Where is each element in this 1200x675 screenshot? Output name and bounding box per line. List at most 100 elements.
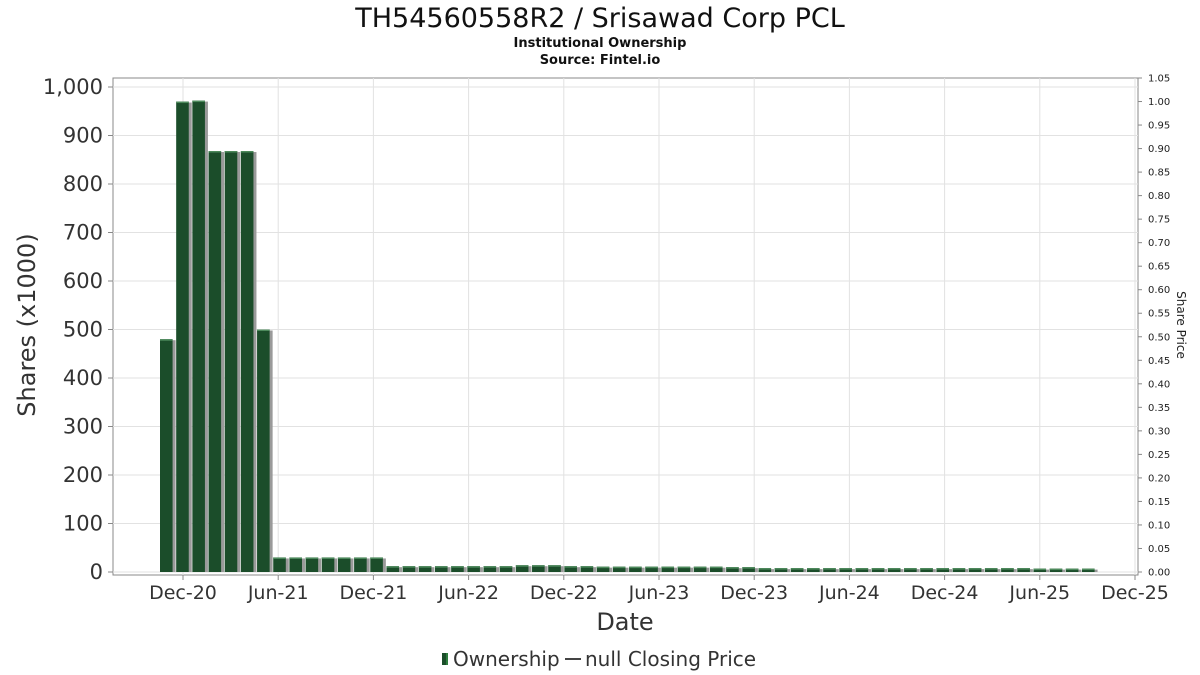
y2-tick-label: 0.05 <box>1148 544 1170 555</box>
bar <box>321 557 335 572</box>
bar-highlight <box>742 567 755 569</box>
bar <box>402 566 416 572</box>
bar <box>337 557 351 572</box>
y2-tick-label: 0.00 <box>1148 568 1170 579</box>
bar <box>984 568 998 572</box>
bar-highlight <box>402 566 416 568</box>
bar <box>483 566 497 572</box>
bar-highlight <box>936 568 949 570</box>
bar-highlight <box>661 566 675 569</box>
bar-highlight <box>354 557 367 559</box>
bar <box>726 567 739 572</box>
x-axis-label: Date <box>596 608 653 636</box>
bar-highlight <box>1001 568 1014 570</box>
chart-title: TH54560558R2 / Srisawad Corp PCL <box>354 3 845 34</box>
bar-highlight <box>273 557 286 559</box>
bar-highlight <box>629 566 642 569</box>
y2-tick-label: 0.55 <box>1148 309 1170 320</box>
y2-tick-label: 0.60 <box>1148 285 1170 296</box>
y-tick-label: 800 <box>63 172 103 196</box>
x-tick-label: Jun-25 <box>1008 582 1070 604</box>
bar-highlight <box>612 566 626 569</box>
bar <box>920 568 933 572</box>
bar <box>645 566 658 572</box>
y2-tick-label: 0.25 <box>1148 450 1170 461</box>
bar <box>709 566 723 572</box>
y-axis-ticks: 0 100 200 300 400 500 600 700 800 900 1,000 <box>43 75 113 584</box>
y-tick-label: 900 <box>63 124 103 148</box>
bar <box>1065 568 1079 572</box>
bar-highlight <box>709 566 723 569</box>
bar-highlight <box>257 329 270 331</box>
bar <box>160 339 173 572</box>
y-tick-label: 400 <box>63 366 103 390</box>
bar-highlight <box>726 567 739 569</box>
bar <box>305 557 319 572</box>
x-tick-label: Jun-21 <box>247 582 309 604</box>
bar-highlight <box>370 557 383 559</box>
legend-ownership-label: Ownership <box>453 647 560 671</box>
bar <box>661 566 675 572</box>
bar <box>612 566 626 572</box>
bar-highlight <box>580 566 594 568</box>
bar-highlight <box>677 566 691 569</box>
bar <box>580 566 594 572</box>
bar-highlight <box>176 101 189 104</box>
bar <box>1001 568 1014 572</box>
legend-ownership-swatch-shadow <box>446 653 448 665</box>
bar-highlight <box>968 568 982 570</box>
bar <box>855 568 869 572</box>
bar-highlight <box>337 557 351 559</box>
bar <box>289 557 302 572</box>
bar-highlight <box>1033 568 1047 571</box>
bar-highlight <box>1017 568 1030 570</box>
bar <box>904 568 917 572</box>
y-tick-label: 200 <box>63 463 103 487</box>
bar <box>240 151 254 572</box>
bar-highlight <box>192 100 205 103</box>
y-tick-label: 600 <box>63 269 103 293</box>
bar-highlight <box>855 568 869 570</box>
bar <box>887 568 901 572</box>
plot-area <box>112 77 1139 576</box>
bar <box>968 568 982 572</box>
x-tick-label: Dec-21 <box>339 582 407 604</box>
bar-highlight <box>386 566 400 568</box>
bar-highlight <box>904 568 917 570</box>
y2-axis-ticks: 0.00 0.05 0.10 0.15 0.20 0.25 0.30 0.35 0.40 0.45… <box>1138 74 1170 579</box>
bar-highlight <box>1049 568 1063 571</box>
bar <box>386 566 400 572</box>
bar-highlight <box>532 565 545 567</box>
bar <box>871 568 885 572</box>
bar <box>564 566 577 572</box>
bar <box>434 566 448 572</box>
bar-highlight <box>774 568 788 570</box>
y-tick-label: 1,000 <box>43 75 103 99</box>
y-tick-label: 0 <box>90 560 103 584</box>
legend-ownership-swatch <box>442 653 446 665</box>
y2-tick-label: 0.50 <box>1148 332 1170 343</box>
bar-highlight <box>499 566 513 568</box>
bars <box>160 100 1098 573</box>
bar <box>839 568 852 572</box>
bar <box>273 557 286 572</box>
y2-tick-label: 0.40 <box>1148 379 1170 390</box>
bar <box>208 151 222 572</box>
bar <box>790 568 804 572</box>
y-tick-label: 500 <box>63 318 103 342</box>
bar <box>677 566 691 572</box>
bar-highlight <box>645 566 658 569</box>
bar <box>1033 568 1047 572</box>
bar <box>499 566 513 572</box>
bar-highlight <box>758 568 772 570</box>
bar <box>515 565 529 572</box>
bar-highlight <box>451 566 464 568</box>
y2-tick-label: 0.30 <box>1148 426 1170 437</box>
bar-highlight <box>887 568 901 570</box>
bar-highlight <box>240 151 254 153</box>
y2-axis-label: Share Price <box>1174 291 1188 359</box>
y2-tick-label: 0.65 <box>1148 262 1170 273</box>
bar-highlight <box>208 151 222 153</box>
bar <box>224 151 238 572</box>
